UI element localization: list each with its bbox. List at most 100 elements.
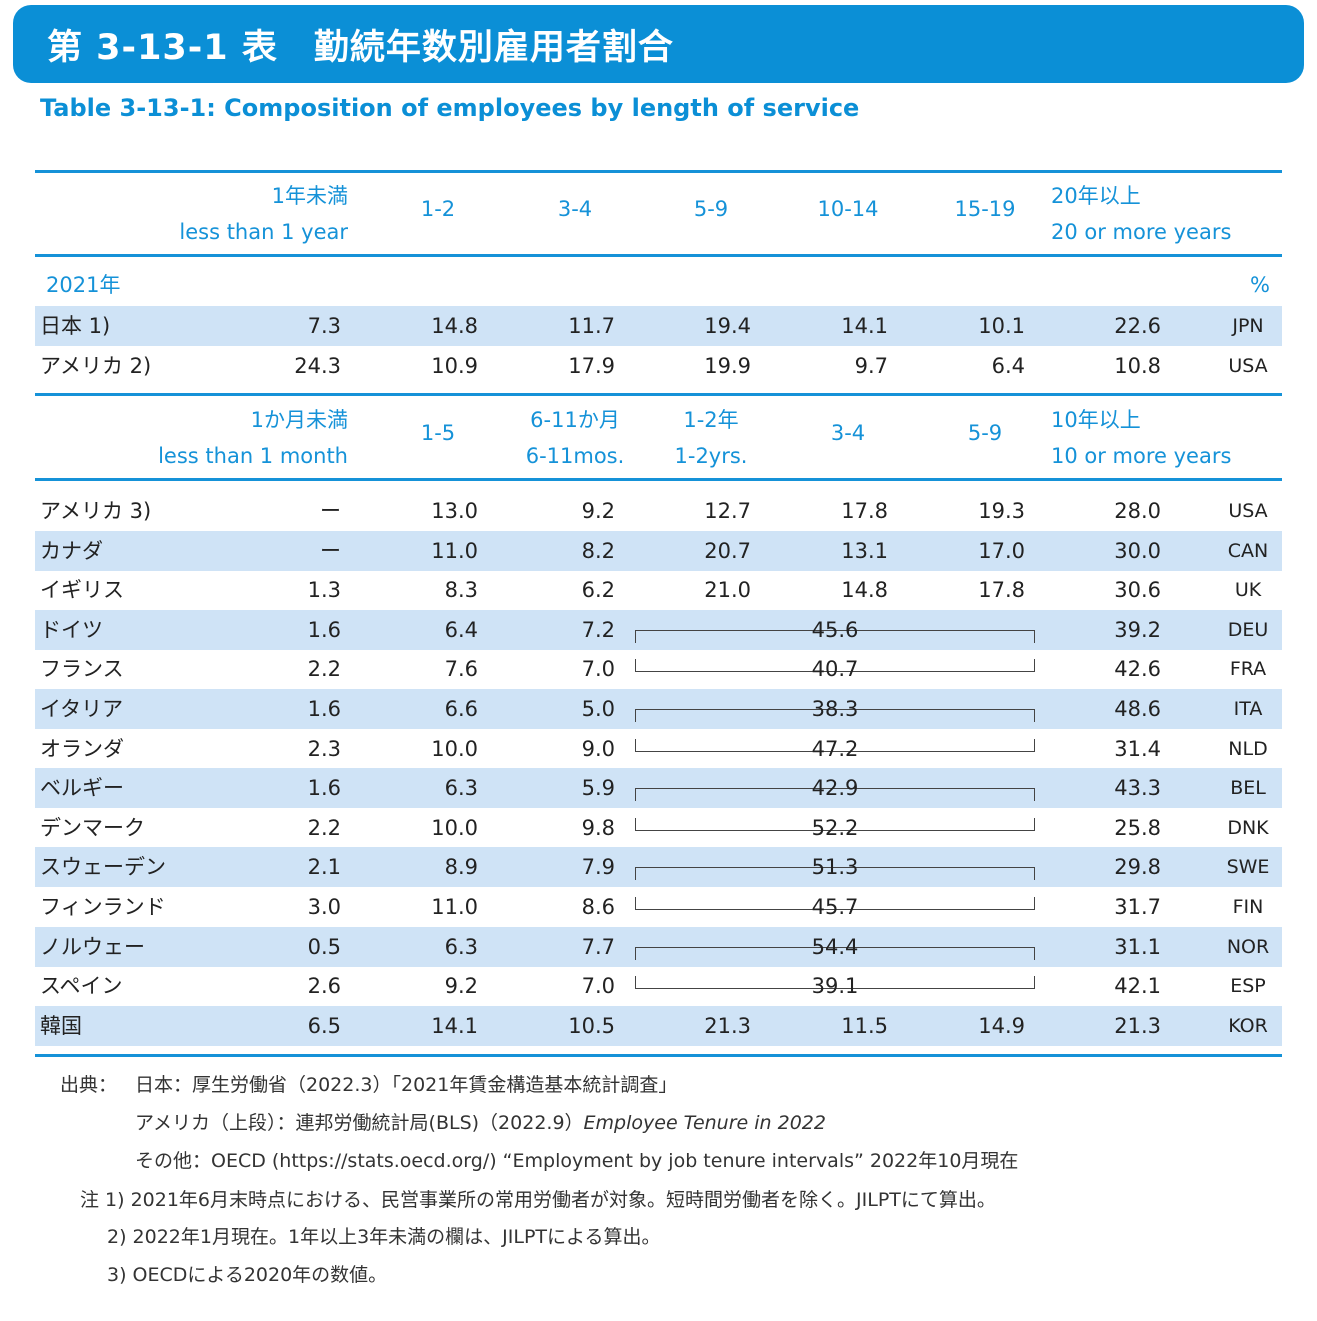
merged-bracket — [635, 738, 1035, 752]
country-code: NLD — [1228, 737, 1268, 760]
column-header-3: 3-4 — [515, 197, 635, 221]
column-header-2: 1-2 — [378, 197, 498, 221]
column-header-6: 5-9 — [925, 421, 1045, 445]
column-header-ja: 10年以上 — [1051, 408, 1141, 432]
value-cell: 2.2 — [307, 815, 341, 840]
column-header-en: less than 1 year — [179, 220, 348, 244]
column-header-ja: 20年以上 — [1051, 184, 1141, 208]
table-row: 韓国 6.5 14.1 10.5 21.3 11.5 14.9 21.3 KOR — [35, 1005, 1282, 1046]
merged-bracket — [635, 817, 1035, 831]
value-cell: 6.6 — [444, 697, 478, 721]
value-cell: 14.9 — [978, 1013, 1025, 1038]
value-cell: 21.3 — [704, 1013, 751, 1038]
value-cell: 11.7 — [568, 314, 615, 338]
country-name: ノルウェー — [40, 934, 145, 959]
table-row: オランダ 2.3 10.0 9.0 47.2 31.4 NLD — [35, 729, 1282, 769]
country-name: 日本 1) — [40, 314, 111, 338]
country-name: フィンランド — [40, 895, 166, 919]
column-header-en: 3-4 — [830, 421, 866, 445]
source-others: その他：OECD (https://stats.oecd.org/) “Empl… — [135, 1150, 1019, 1172]
country-name: ベルギー — [40, 776, 124, 801]
value-cell: 11.0 — [431, 895, 478, 919]
country-code: DNK — [1227, 816, 1269, 839]
value-cell: 10.5 — [568, 1013, 615, 1038]
value-cell: 5.0 — [581, 697, 615, 721]
value-cell: 14.1 — [841, 314, 888, 338]
value-cell: 7.0 — [581, 657, 615, 682]
value-cell: 9.8 — [581, 815, 615, 840]
merged-bracket — [635, 659, 1035, 673]
merged-value-cell: 52.2 — [811, 815, 859, 840]
value-cell: 43.3 — [1114, 776, 1161, 801]
value-cell: 9.2 — [581, 499, 615, 523]
value-cell: 6.3 — [444, 934, 478, 959]
value-cell: 17.9 — [568, 354, 615, 378]
table-row: アメリカ 3) ー 13.0 9.2 12.7 17.8 19.3 28.0 USA — [35, 491, 1282, 531]
value-cell: 2.3 — [307, 736, 341, 761]
section2-header: 1か月未満 less than 1 month 1-5 6-11か月 6-11mos. 1… — [35, 400, 1282, 476]
value-cell: 9.0 — [581, 736, 615, 761]
section2-header-rule — [35, 478, 1282, 481]
merged-bracket — [635, 867, 1035, 881]
merged-value-cell: 42.9 — [811, 776, 859, 801]
value-cell: 8.3 — [444, 578, 478, 603]
column-header-en: 20 or more years — [1051, 220, 1232, 244]
value-cell: 19.9 — [704, 354, 751, 378]
merged-bracket — [635, 629, 1035, 643]
country-name: カナダ — [40, 538, 103, 563]
country-code: ESP — [1230, 975, 1266, 998]
column-header-7: 10年以上 10 or more years — [1051, 404, 1231, 468]
column-header-6: 15-19 — [925, 197, 1045, 221]
value-cell: 10.0 — [431, 736, 478, 761]
country-code: JPN — [1232, 315, 1264, 337]
value-cell: 13.0 — [431, 499, 478, 523]
merged-bracket — [635, 976, 1035, 990]
country-code: ITA — [1233, 698, 1263, 720]
country-code: UK — [1234, 579, 1262, 602]
merged-bracket — [635, 709, 1035, 722]
value-cell: 31.7 — [1114, 895, 1161, 919]
title-banner: 第 3-13-1 表 勤続年数別雇用者割合 — [13, 5, 1304, 83]
value-cell: 2.6 — [307, 974, 341, 999]
value-cell: 10.1 — [978, 314, 1025, 338]
column-header-4: 5-9 — [651, 197, 771, 221]
value-cell: 21.0 — [704, 578, 751, 603]
value-cell: 7.6 — [444, 657, 478, 682]
value-cell: 21.3 — [1114, 1013, 1161, 1038]
column-header-3: 6-11か月 6-11mos. — [505, 404, 645, 468]
value-cell: 11.0 — [431, 538, 478, 563]
table-row: スウェーデン 2.1 8.9 7.9 51.3 29.8 SWE — [35, 847, 1282, 888]
column-header-en: 1-2 — [420, 197, 456, 221]
value-cell: 20.7 — [704, 538, 751, 563]
value-cell: 0.5 — [307, 934, 341, 959]
value-cell: 24.3 — [294, 354, 341, 378]
column-header-en: 10-14 — [817, 197, 879, 221]
merged-value-cell: 45.7 — [811, 895, 859, 919]
value-cell: 13.1 — [841, 538, 888, 563]
value-cell: 7.2 — [581, 617, 615, 642]
column-header-en: 1-5 — [420, 421, 456, 445]
merged-value-cell: 38.3 — [811, 697, 859, 721]
unit-label: % — [1250, 273, 1270, 297]
country-name: イタリア — [40, 697, 124, 721]
merged-bracket — [635, 788, 1035, 802]
value-cell: 1.6 — [307, 617, 341, 642]
table-bottom-rule — [35, 1054, 1282, 1057]
value-cell: 7.7 — [581, 934, 615, 959]
country-name: アメリカ 2) — [40, 354, 152, 378]
table-row: カナダ ー 11.0 8.2 20.7 13.1 17.0 30.0 CAN — [35, 530, 1282, 571]
column-header-5: 3-4 — [788, 421, 908, 445]
column-header-1: 1か月未満 less than 1 month — [158, 404, 348, 468]
value-cell: 12.7 — [704, 499, 751, 523]
country-code: CAN — [1227, 539, 1269, 562]
merged-value-cell: 39.1 — [811, 974, 859, 999]
value-cell: 10.9 — [431, 354, 478, 378]
country-name: 韓国 — [40, 1013, 82, 1038]
value-cell: ー — [320, 499, 341, 523]
value-cell: 17.8 — [978, 578, 1025, 603]
value-cell: 6.4 — [991, 354, 1025, 378]
country-code: KOR — [1228, 1014, 1268, 1037]
column-header-ja: 1か月未満 — [250, 408, 348, 432]
value-cell: 10.8 — [1114, 354, 1161, 378]
merged-value-cell: 54.4 — [811, 934, 859, 959]
